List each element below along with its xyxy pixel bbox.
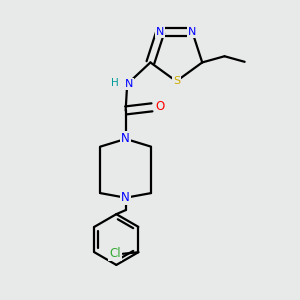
Text: N: N [121, 191, 130, 204]
Text: N: N [121, 132, 130, 146]
Text: S: S [173, 76, 180, 86]
Text: N: N [188, 27, 196, 37]
Text: O: O [155, 100, 165, 113]
Text: Cl: Cl [109, 247, 121, 260]
Text: H: H [111, 78, 119, 88]
Text: N: N [156, 27, 164, 37]
Text: N: N [125, 79, 133, 89]
